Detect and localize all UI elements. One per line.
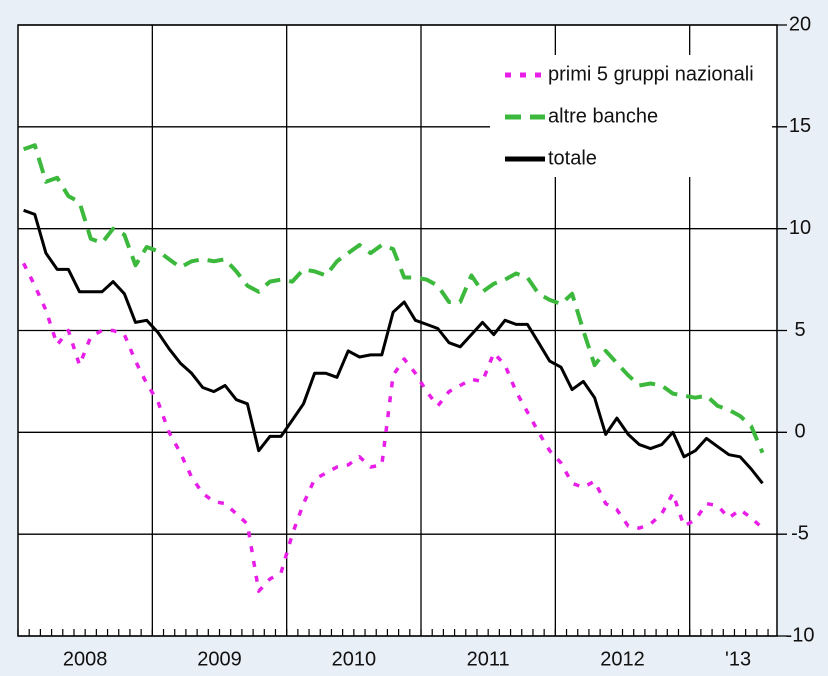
x-tick-label: 2012 bbox=[600, 648, 645, 670]
y-tick-label: 0 bbox=[794, 421, 805, 443]
y-tick-label: -5 bbox=[791, 522, 809, 544]
data-line bbox=[22, 262, 764, 593]
x-tick-label: 2009 bbox=[197, 648, 242, 670]
x-tick-label: 2008 bbox=[63, 648, 108, 670]
y-tick-label: 10 bbox=[789, 217, 811, 239]
data-line bbox=[22, 143, 765, 454]
legend-label: totale bbox=[548, 147, 597, 169]
y-tick-label: 15 bbox=[789, 115, 811, 137]
plot-border bbox=[17, 24, 778, 637]
y-tick-label: 5 bbox=[794, 319, 805, 341]
x-tick-label: 2010 bbox=[332, 648, 377, 670]
data-line bbox=[23, 208, 764, 485]
x-tick-label: '13 bbox=[725, 648, 751, 670]
x-tick-label: 2011 bbox=[467, 648, 510, 670]
legend-label: altre banche bbox=[548, 105, 658, 127]
y-tick-label: 20 bbox=[789, 13, 811, 35]
legend-label: primi 5 gruppi nazionali bbox=[548, 63, 754, 85]
y-tick-label: -10 bbox=[786, 624, 815, 646]
